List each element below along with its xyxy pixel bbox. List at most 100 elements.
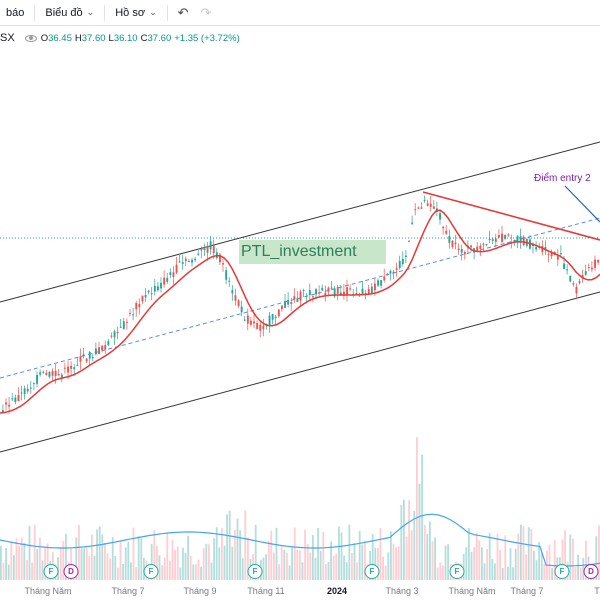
volume-bar (548, 544, 551, 580)
volume-bar (31, 562, 33, 580)
volume-bar (512, 567, 514, 580)
financials-event-badge[interactable]: F (247, 564, 263, 579)
redo-icon: ↷ (200, 4, 212, 20)
volume-bar (78, 525, 80, 580)
dividend-event-badge[interactable]: D (63, 564, 79, 579)
candle-body (191, 259, 193, 263)
undo-button[interactable]: ↶ (172, 0, 195, 25)
candle-body (367, 288, 370, 294)
volume-bar (514, 548, 517, 580)
volume-bar (83, 548, 85, 580)
volume-bar (483, 563, 486, 580)
volume-bar (247, 537, 249, 580)
time-axis-label: Tháng 9 (183, 586, 217, 596)
volume-bar (348, 524, 351, 580)
volume-bar (361, 544, 364, 580)
volume-bar (286, 553, 288, 580)
alert-button[interactable]: báo (0, 0, 30, 25)
volume-bar (241, 558, 244, 580)
candle-body (343, 291, 345, 296)
volume-bar (577, 554, 579, 580)
candle-body (246, 315, 249, 324)
dividend-event-badge[interactable]: D (583, 564, 599, 579)
volume-bar (374, 547, 377, 580)
volume-bar (543, 563, 546, 580)
candle-body (339, 292, 342, 296)
candle-body (485, 244, 488, 246)
volume-bar (161, 565, 163, 580)
candle-body (237, 300, 240, 306)
volume-bar (564, 530, 566, 580)
volume-bar (117, 567, 119, 580)
symbol-label[interactable]: SX (0, 32, 15, 44)
candle-body (408, 240, 410, 242)
candle-body (281, 305, 283, 310)
financials-event-badge[interactable]: F (143, 564, 159, 579)
candle-body (250, 320, 252, 325)
entry-pointer-line (564, 185, 600, 223)
candle-body (383, 276, 386, 281)
profile-menu[interactable]: Hồ sơ ⌄ (109, 0, 162, 25)
time-axis-label: Tháng 7 (111, 586, 145, 596)
candle-body (178, 261, 181, 263)
candle-body (39, 372, 42, 375)
volume-bar (132, 527, 135, 580)
candle-body (256, 323, 259, 330)
financials-event-badge[interactable]: F (554, 564, 570, 579)
volume-bar (158, 555, 161, 580)
volume-bar (5, 548, 7, 580)
volume-bar (20, 537, 23, 580)
chevron-down-icon: ⌄ (86, 7, 95, 17)
chart-type-menu[interactable]: Biểu đồ ⌄ (39, 0, 100, 25)
volume-bar (122, 564, 124, 580)
candle-body (23, 388, 26, 394)
candle-body (395, 268, 398, 271)
volume-bar (93, 555, 96, 580)
volume-bar (179, 567, 182, 580)
volume-bar (387, 552, 390, 580)
candle-body (563, 263, 565, 269)
candle-body (556, 256, 559, 260)
financials-event-badge[interactable]: F (43, 564, 59, 579)
candle-body (346, 287, 348, 296)
volume-bar (572, 538, 574, 580)
volume-bar (319, 550, 322, 580)
candle-body (327, 287, 330, 292)
volume-bar (462, 553, 465, 580)
candle-body (370, 286, 373, 294)
undo-icon: ↶ (177, 4, 189, 20)
volume-bar (106, 553, 109, 580)
candle-body (277, 309, 280, 317)
volume-bar (413, 511, 416, 580)
candle-body (417, 207, 420, 209)
volume-bar (36, 549, 39, 580)
volume-bar (351, 553, 353, 580)
redo-button[interactable]: ↷ (195, 0, 218, 25)
volume-bar (135, 566, 137, 580)
candle-body (336, 287, 339, 294)
candle-body (411, 222, 414, 224)
volume-bar (551, 567, 553, 580)
candle-body (544, 247, 547, 250)
candle-body (194, 258, 197, 261)
eye-icon[interactable] (24, 34, 37, 42)
financials-event-badge[interactable]: F (449, 564, 465, 579)
volume-bar (197, 559, 200, 580)
candle-body (296, 298, 299, 302)
candle-body (519, 236, 522, 242)
resistance-line (422, 191, 600, 241)
volume-bar (226, 514, 228, 580)
candle-body (225, 270, 228, 280)
open-value: 36.45 (48, 32, 72, 44)
volume-bar (330, 541, 332, 580)
candle-body (470, 245, 472, 248)
volume-bar (371, 534, 374, 580)
volume-bar (156, 545, 158, 580)
candle-body (262, 325, 265, 330)
volume-bar (522, 526, 525, 580)
volume-bar (465, 547, 468, 580)
financials-event-badge[interactable]: F (364, 564, 380, 579)
volume-bar (244, 510, 247, 580)
candle-body (550, 253, 553, 257)
